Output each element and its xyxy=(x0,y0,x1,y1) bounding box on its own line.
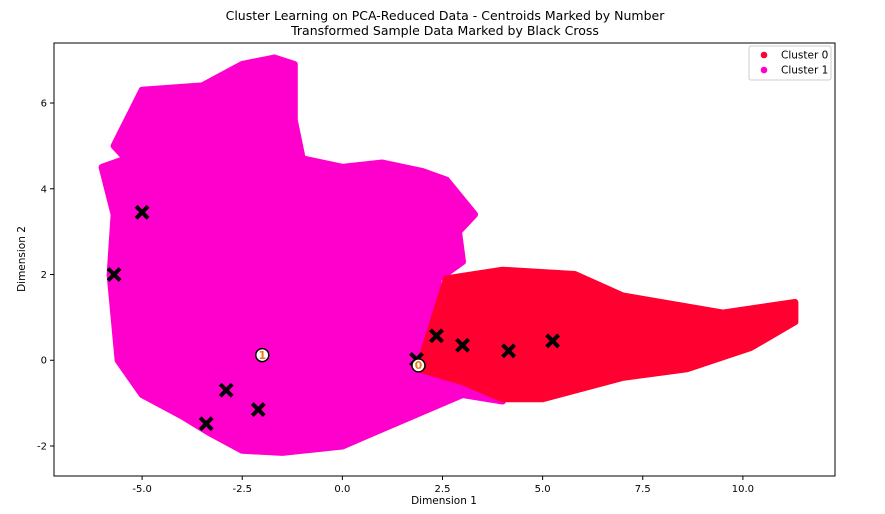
x-tick-label: -2.5 xyxy=(232,484,252,495)
legend: Cluster 0 Cluster 1 xyxy=(748,45,832,81)
centroid-0-marker: 0 xyxy=(411,358,426,373)
legend-label-cluster-1: Cluster 1 xyxy=(781,65,828,77)
legend-frame xyxy=(748,45,832,81)
centroid-label: 0 xyxy=(415,359,423,372)
centroid-1-marker: 1 xyxy=(255,347,270,363)
x-tick-label: 10.0 xyxy=(732,484,754,495)
plot-area: 01 xyxy=(98,54,799,456)
sample-cross-marker xyxy=(455,337,470,353)
chart-title: Cluster Learning on PCA-Reduced Data - C… xyxy=(226,8,666,23)
centroid-label: 1 xyxy=(258,349,266,362)
sample-cross-marker xyxy=(545,333,561,349)
legend-swatch-cluster-0 xyxy=(760,51,768,59)
y-tick-label: -2 xyxy=(37,441,47,452)
y-tick-label: 4 xyxy=(41,184,47,195)
sample-cross-marker xyxy=(106,267,122,282)
legend-label-cluster-0: Cluster 0 xyxy=(781,50,828,62)
x-tick-label: 5.0 xyxy=(535,484,551,495)
plot-frame xyxy=(53,42,836,477)
chart-subtitle: Transformed Sample Data Marked by Black … xyxy=(290,23,599,38)
y-axis: -2 0 2 4 6 xyxy=(37,99,54,452)
sample-cross-marker xyxy=(134,204,150,220)
cluster-0-points xyxy=(415,266,799,403)
legend-swatch-cluster-1 xyxy=(760,66,768,74)
y-tick-label: 0 xyxy=(41,356,47,367)
x-tick-label: 7.5 xyxy=(635,484,651,495)
y-tick-label: 2 xyxy=(41,270,47,281)
y-tick-label: 6 xyxy=(41,99,47,110)
sample-cross-marker xyxy=(429,328,444,344)
cluster-1-points xyxy=(98,54,507,456)
sample-cross-marker xyxy=(218,382,234,398)
y-axis-label: Dimension 2 xyxy=(16,226,28,292)
sample-cross-marker xyxy=(198,416,214,432)
x-axis-label: Dimension 1 xyxy=(411,495,477,507)
x-tick-label: 0.0 xyxy=(334,484,350,495)
x-axis: -5.0 -2.5 0.0 2.5 5.0 7.5 10.0 xyxy=(132,476,754,495)
x-tick-label: -5.0 xyxy=(132,484,152,495)
x-tick-label: 2.5 xyxy=(435,484,451,495)
sample-cross-marker xyxy=(250,402,266,417)
sample-cross-marker xyxy=(501,343,516,359)
